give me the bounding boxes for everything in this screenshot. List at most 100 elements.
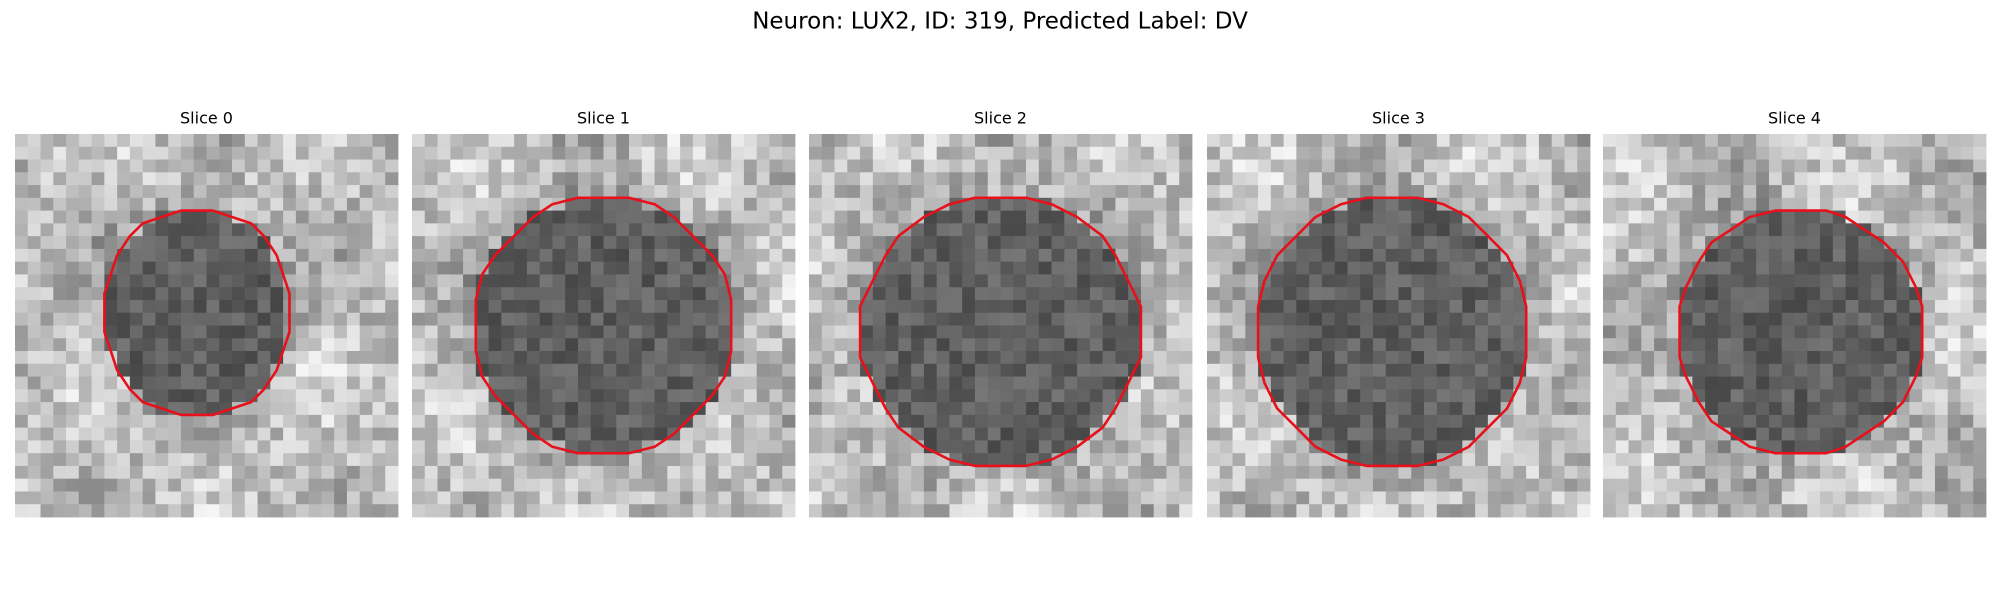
pixel xyxy=(501,185,515,199)
pixel xyxy=(295,414,310,429)
pixel xyxy=(731,427,745,441)
pixel xyxy=(206,440,220,454)
pixel xyxy=(1577,159,1591,173)
pixel xyxy=(718,440,732,454)
pixel xyxy=(1564,197,1578,211)
pixel xyxy=(1013,338,1027,352)
pixel xyxy=(1475,376,1489,390)
pixel xyxy=(1603,159,1617,173)
pixel xyxy=(1551,376,1565,390)
pixel xyxy=(1794,465,1808,480)
pixel xyxy=(334,389,348,403)
pixel xyxy=(911,172,925,186)
pixel xyxy=(1166,376,1180,390)
pixel xyxy=(168,453,182,467)
pixel xyxy=(539,236,553,250)
pixel xyxy=(450,465,464,480)
pixel xyxy=(1807,197,1821,211)
pixel xyxy=(834,491,848,505)
pixel xyxy=(295,159,310,173)
pixel xyxy=(295,389,310,403)
pixel xyxy=(424,491,438,505)
pixel xyxy=(1051,274,1065,288)
pixel xyxy=(526,389,541,403)
pixel xyxy=(1309,402,1323,416)
pixel xyxy=(334,478,348,492)
pixel xyxy=(219,261,233,275)
pixel xyxy=(1858,504,1872,518)
pixel xyxy=(1283,453,1297,467)
pixel xyxy=(1013,159,1027,173)
pixel xyxy=(1436,363,1450,377)
pixel xyxy=(372,338,386,352)
pixel xyxy=(1973,146,1987,160)
pixel xyxy=(78,325,92,339)
pixel xyxy=(40,478,54,492)
pixel xyxy=(193,236,207,250)
pixel xyxy=(667,478,681,492)
pixel xyxy=(180,427,195,441)
pixel xyxy=(1245,414,1259,429)
pixel xyxy=(769,312,783,326)
pixel xyxy=(1692,261,1706,275)
pixel xyxy=(308,402,322,416)
pixel xyxy=(1372,414,1387,429)
pixel xyxy=(1743,402,1757,416)
pixel xyxy=(1615,440,1629,454)
pixel xyxy=(898,236,912,250)
pixel xyxy=(1207,402,1221,416)
pixel xyxy=(1934,376,1949,390)
pixel xyxy=(911,223,925,237)
pixel xyxy=(821,172,835,186)
pixel xyxy=(475,491,489,505)
pixel xyxy=(257,210,271,224)
pixel xyxy=(1334,440,1348,454)
pixel xyxy=(1436,299,1450,314)
pixel xyxy=(1896,465,1910,480)
pixel xyxy=(565,427,579,441)
pixel xyxy=(1743,427,1757,441)
pixel xyxy=(1077,287,1091,301)
pixel xyxy=(488,159,502,173)
pixel xyxy=(1424,427,1438,441)
pixel xyxy=(641,351,655,365)
pixel xyxy=(346,299,361,314)
pixel xyxy=(40,223,54,237)
pixel xyxy=(1487,504,1502,518)
pixel xyxy=(321,440,335,454)
pixel xyxy=(1538,491,1553,505)
pixel xyxy=(565,491,579,505)
pixel xyxy=(577,172,592,186)
pixel xyxy=(295,134,310,148)
pixel xyxy=(488,376,502,390)
pixel xyxy=(911,248,925,263)
pixel xyxy=(104,478,118,492)
pixel xyxy=(1538,325,1553,339)
pixel xyxy=(283,236,297,250)
pixel xyxy=(731,159,745,173)
pixel xyxy=(475,299,489,314)
pixel xyxy=(1283,427,1297,441)
pixel xyxy=(872,159,886,173)
pixel xyxy=(1398,299,1412,314)
pixel xyxy=(1743,274,1757,288)
pixel xyxy=(15,427,29,441)
pixel xyxy=(91,159,105,173)
pixel xyxy=(412,478,426,492)
pixel xyxy=(1705,338,1719,352)
pixel xyxy=(1360,299,1374,314)
pixel xyxy=(372,236,386,250)
pixel xyxy=(346,376,361,390)
pixel xyxy=(117,465,131,480)
pixel xyxy=(782,223,796,237)
pixel xyxy=(1615,427,1629,441)
pixel xyxy=(1179,248,1193,263)
pixel xyxy=(1475,248,1489,263)
pixel xyxy=(1064,427,1078,441)
pixel xyxy=(667,363,681,377)
pixel xyxy=(1654,172,1668,186)
pixel xyxy=(488,299,502,314)
pixel xyxy=(1411,197,1425,211)
pixel xyxy=(1705,453,1719,467)
pixel xyxy=(1679,159,1693,173)
